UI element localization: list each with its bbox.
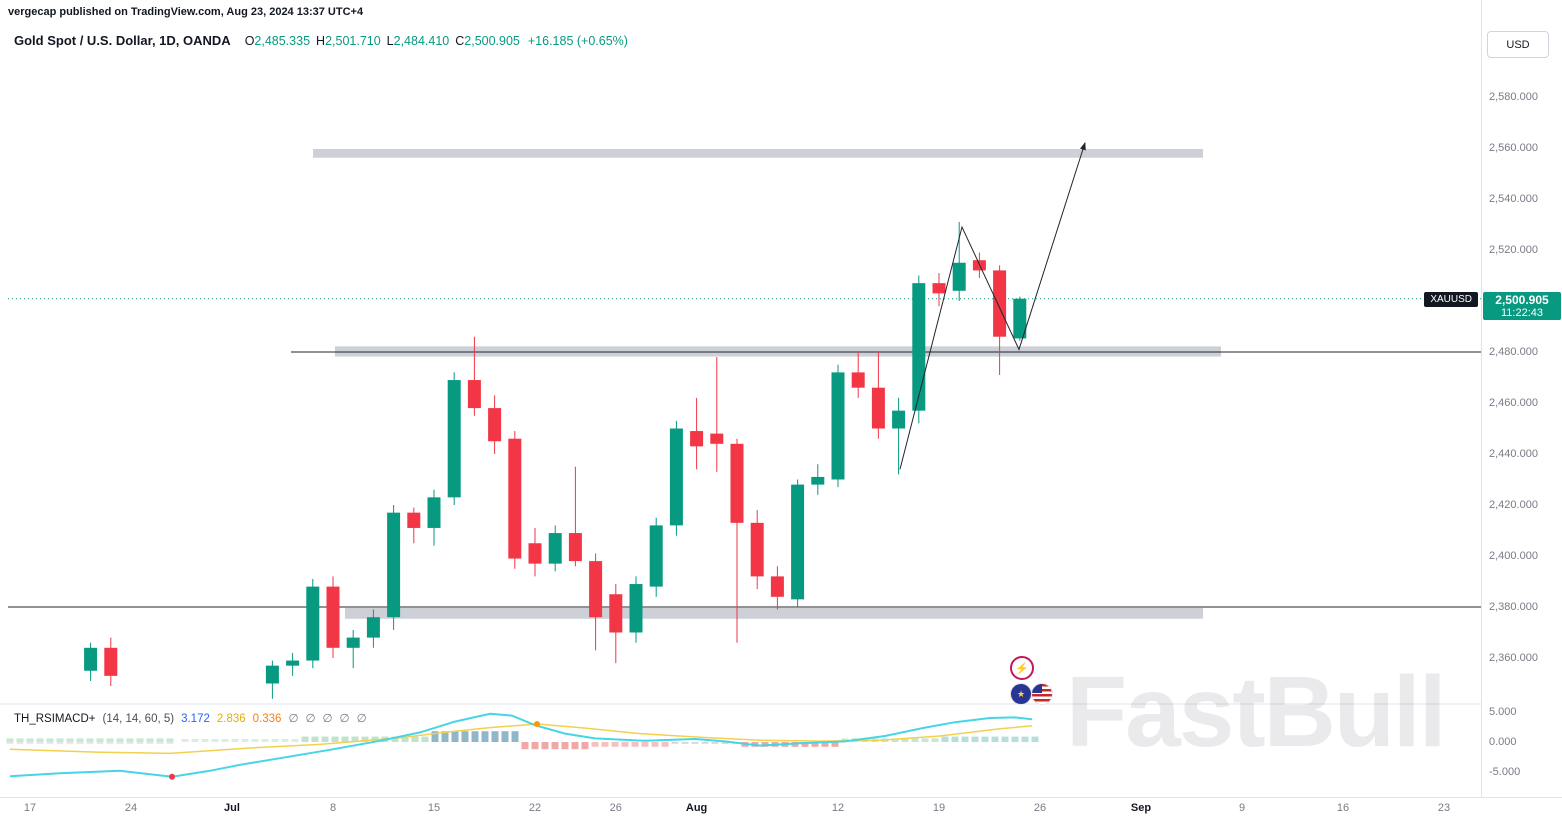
time-axis[interactable]: 17 24 Jul 8 15 22 26 Aug 12 19 26 Sep 9 16 23 [0, 797, 1562, 819]
symbol-price-tag: XAUUSD [1424, 291, 1478, 307]
time-tick: 26 [1033, 802, 1047, 814]
ohlc-value: 2,500.905 [464, 34, 520, 48]
indicator-value: 0.336 [252, 713, 282, 725]
time-tick: 19 [932, 802, 946, 814]
ohlc-value: 2,485.335 [254, 34, 311, 48]
indicator-empty-value: ∅ [305, 713, 316, 725]
indicator-legend[interactable]: TH_RSIMACD+ (14, 14, 60, 5) 3.172 2.836 0.… [14, 711, 374, 725]
ohlc-key: H [316, 34, 326, 48]
symbol-legend[interactable]: Gold Spot / U.S. Dollar, 1D, OANDA O2,48… [14, 33, 628, 48]
us-flag-icon[interactable] [1031, 683, 1053, 705]
time-labels: 17 24 Jul 8 15 22 26 Aug 12 19 26 Sep 9 16 23 [0, 798, 1562, 819]
indicator-params: (14, 14, 60, 5) [102, 713, 175, 725]
candlestick-chart[interactable] [0, 0, 1481, 797]
zone [345, 608, 1203, 619]
lightning-icon: ⚡ [1015, 662, 1029, 675]
bar-countdown: 11:22:43 [1500, 306, 1543, 319]
attribution: vergecap published on TradingView.com, A… [8, 6, 364, 18]
time-tick: Sep [1130, 802, 1152, 814]
time-tick: 17 [23, 802, 37, 814]
axis-tick: 2,580.000 [1489, 91, 1538, 103]
axis-tick: 2,440.000 [1489, 448, 1538, 460]
indicator-name[interactable]: TH_RSIMACD+ [14, 713, 96, 725]
axis-tick: 2,380.000 [1489, 601, 1538, 613]
axis-tick: -5.000 [1489, 766, 1521, 778]
ohlc-value: 2,501.710 [325, 34, 381, 48]
axis-tick: 0.000 [1489, 736, 1517, 748]
time-tick: 23 [1437, 802, 1451, 814]
indicator-value: 3.172 [181, 713, 210, 725]
time-tick: 16 [1336, 802, 1350, 814]
ohlc-values: O2,485.335 H2,501.710 L2,484.410 C2,500.905 [239, 34, 520, 48]
indicator-value: 2.836 [216, 713, 246, 725]
time-tick: Jul [224, 802, 240, 814]
ohlc-value: 2,484.410 [393, 34, 450, 48]
symbol-title[interactable]: Gold Spot / U.S. Dollar, 1D, OANDA [14, 33, 231, 48]
last-price-label: 2,500.905 11:22:43 [1483, 291, 1561, 320]
indicator-empty-value: ∅ [339, 713, 350, 725]
time-tick: 22 [528, 802, 542, 814]
ohlc-key: C [455, 34, 465, 48]
axis-tick: 5.000 [1489, 706, 1517, 718]
change-value: +16.185 (+0.65%) [527, 34, 628, 48]
time-tick: 24 [124, 802, 138, 814]
time-tick: 9 [1238, 802, 1246, 814]
time-tick: 8 [329, 802, 337, 814]
ohlc-key: O [244, 34, 255, 48]
time-tick: 12 [831, 802, 845, 814]
projection-arrow [899, 141, 1086, 470]
time-tick: 15 [427, 802, 441, 814]
chart-area[interactable]: FastBull Gold Spot / U.S. Dollar, 1D, OA… [0, 0, 1481, 797]
ohlc-key: L [386, 34, 394, 48]
zone [335, 346, 1221, 357]
time-tick: Aug [685, 802, 708, 814]
indicator-empty-value: ∅ [322, 713, 333, 725]
volatility-event-icon[interactable]: ⚡ [1010, 656, 1034, 680]
axis-tick: 2,540.000 [1489, 193, 1538, 205]
star-icon: ★ [1016, 688, 1026, 699]
axis-tick: 2,400.000 [1489, 550, 1538, 562]
price-axis[interactable]: USD 2,580.000 2,560.000 2,540.000 2,520.000… [1481, 0, 1562, 797]
currency-button[interactable]: USD [1487, 31, 1549, 58]
signal-line [9, 723, 1033, 755]
axis-tick: 2,460.000 [1489, 397, 1538, 409]
axis-tick: 2,480.000 [1489, 346, 1538, 358]
rsi-line [9, 712, 1033, 778]
indicator-empty-value: ∅ [356, 713, 367, 725]
axis-tick: 2,520.000 [1489, 244, 1538, 256]
us-flag-canton [1032, 684, 1042, 693]
axis-tick: 2,420.000 [1489, 499, 1538, 511]
zone [313, 149, 1203, 158]
time-tick: 26 [609, 802, 622, 814]
indicator-empty-value: ∅ [288, 713, 299, 725]
indicator-values: 3.172 2.836 0.336 ∅ ∅ ∅ ∅ ∅ [181, 711, 374, 725]
axis-tick: 2,360.000 [1489, 652, 1538, 664]
axis-tick: 2,560.000 [1489, 142, 1538, 154]
last-price: 2,500.905 [1495, 292, 1549, 307]
eu-flag-icon[interactable]: ★ [1010, 683, 1032, 705]
